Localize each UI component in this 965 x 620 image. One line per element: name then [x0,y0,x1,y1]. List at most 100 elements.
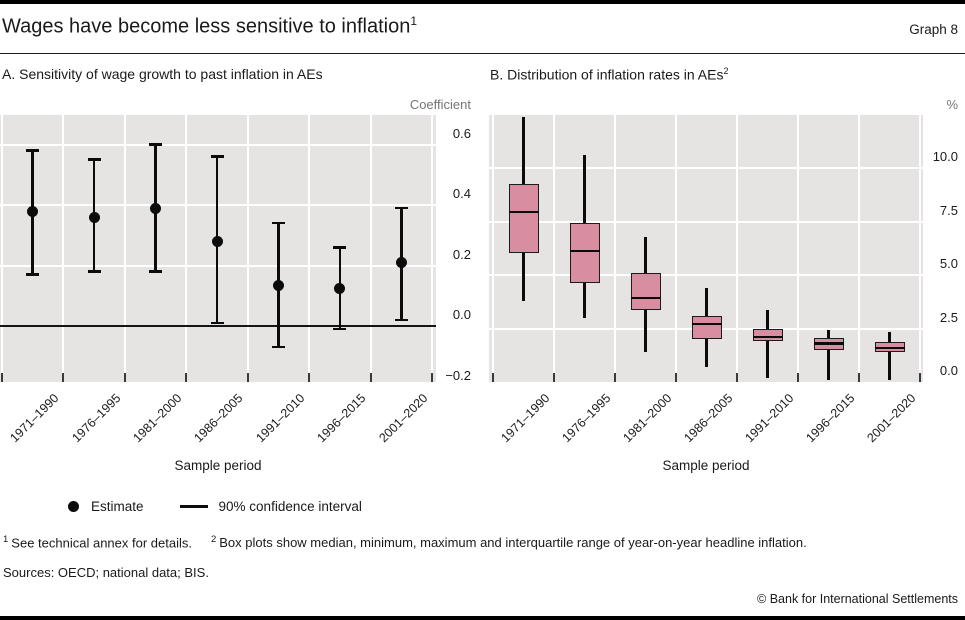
top-rule-bar [0,0,965,4]
ci-cap-bottom [210,321,224,325]
graph-title-text: Wages have become less sensitive to infl… [2,15,411,38]
x-axis-tick [797,373,800,382]
x-tick-label: 1976–1995 [68,391,124,446]
ci-cap-top [333,246,347,249]
y-tick-label: 2.5 [939,309,958,325]
box [508,184,539,253]
estimate-dot [27,205,39,217]
median-line [874,346,905,349]
graph-title-footnote-marker: 1 [410,14,418,28]
x-axis-tick [308,373,311,382]
y-gridline [0,143,436,146]
ci-cap-bottom [26,273,40,276]
x-axis-tick [614,373,617,382]
y-gridline [489,220,923,223]
y-tick-label: 0.6 [452,125,471,141]
panel-b-footnote-marker: 2 [723,66,729,76]
ci-cap-bottom [333,327,347,331]
ci-cap-bottom [87,270,101,273]
x-axis-tick [123,373,126,382]
x-axis-tick [431,373,433,382]
median-line [691,323,722,326]
panel-a-title-text: A. Sensitivity of wage growth to past in… [2,66,323,82]
panel-a-title: A. Sensitivity of wage growth to past in… [2,66,323,82]
x-tick-label: 1986–2005 [681,391,736,446]
ci-cap-top [271,221,285,225]
ci-cap-bottom [271,345,285,349]
legend-ci-label: 90% confidence interval [218,499,362,514]
x-gridline [369,115,372,382]
confidence-interval-line-icon [179,505,208,508]
x-gridline [675,115,678,382]
x-axis-tick [246,373,249,382]
x-tick-label: 1991–2010 [742,391,797,446]
median-line [569,249,600,252]
x-tick-label: 2001–2020 [864,391,919,446]
y-tick-label: 7.5 [939,202,958,218]
x-axis-tick [736,373,739,382]
y-gridline [489,274,923,277]
panel-b-x-axis-title: Sample period [662,458,750,473]
y-tick-label: 0.0 [452,307,471,322]
x-axis-tick [858,373,861,382]
estimate-dot [211,235,223,247]
graph-title: Wages have become less sensitive to infl… [2,14,417,39]
graph-number: Graph 8 [909,22,958,37]
x-gridline [62,115,65,382]
y-tick-label: 0.4 [452,186,471,201]
estimate-dot [334,282,346,294]
footnote-2-marker: 2 [210,534,217,545]
estimate-dot [88,211,100,223]
x-gridline [736,115,739,382]
x-axis-tick [553,373,556,382]
panel-a-unit-label: Coefficient [409,97,471,112]
y-tick-label: 0.2 [452,246,471,262]
x-axis-tick [62,373,65,382]
footnote-1-text: See technical annex for details. [11,535,192,551]
x-gridline [123,115,126,382]
footnote-1-marker: 1 [3,534,9,545]
x-tick-label: 1971–1990 [498,391,553,446]
estimate-dot [150,202,162,214]
panel-b-unit-label: % [946,97,958,112]
x-gridline [858,115,861,382]
ci-cap-bottom [149,270,163,273]
box-whisker [766,310,769,378]
bottom-rule-bar [0,616,965,620]
ci-cap-top [26,149,40,152]
x-tick-label: 1986–2005 [191,391,246,446]
median-line [813,342,844,345]
x-tick-label: 1971–1990 [7,391,62,446]
x-gridline [1,115,3,382]
panel-b-title: B. Distribution of inflation rates in AE… [490,66,728,83]
y-tick-label: 10.0 [932,149,958,165]
estimate-dot [395,256,407,268]
x-gridline [553,115,556,382]
x-gridline [797,115,800,382]
y-tick-label: 5.0 [939,256,958,272]
x-tick-label: 2001–2020 [376,391,431,446]
median-line [630,296,661,299]
ci-cap-top [149,143,163,146]
legend: Estimate 90% confidence interval [68,499,362,514]
x-gridline [246,115,249,382]
x-gridline [308,115,311,382]
panel-b-title-text: B. Distribution of inflation rates in AE… [490,66,724,83]
copyright-line: © Bank for International Settlements [757,592,958,606]
y-tick-label: −0.2 [445,367,471,383]
x-tick-label: 1981–2000 [620,391,675,446]
box-whisker [827,329,830,380]
x-tick-label: 1976–1995 [559,391,614,446]
x-tick-label: 1996–2015 [314,391,369,446]
x-axis-tick [675,373,678,382]
x-tick-label: 1991–2010 [253,391,308,446]
x-axis-tick [185,373,188,382]
footnote-2-text: Box plots show median, minimum, maximum … [219,535,807,551]
x-axis-tick [369,373,372,382]
box [630,273,661,311]
box-whisker [888,331,891,380]
box [569,222,600,283]
panel-a-x-axis-title: Sample period [174,458,262,473]
x-axis-tick [919,373,921,382]
